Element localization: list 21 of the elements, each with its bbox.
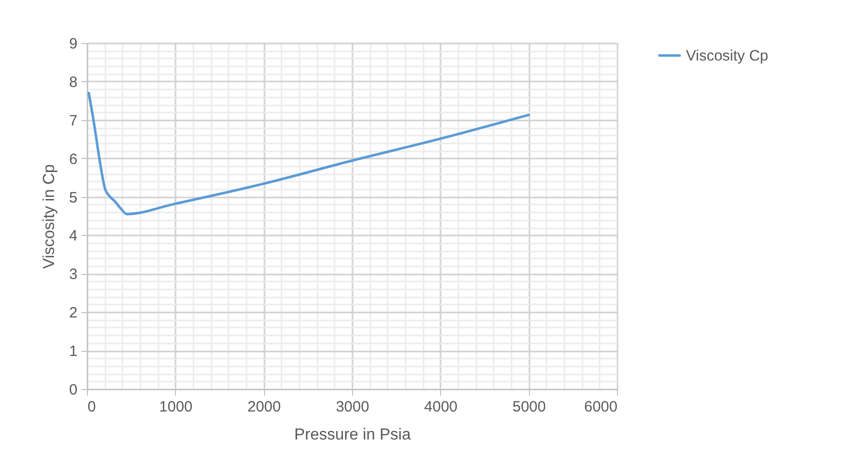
x-tick-label: 3000 xyxy=(336,398,370,416)
x-axis-title: Pressure in Psia xyxy=(294,426,411,444)
y-tick-label: 7 xyxy=(69,112,78,130)
y-tick-label: 0 xyxy=(69,382,78,398)
y-tick-label: 3 xyxy=(69,266,78,284)
y-tick-label: 8 xyxy=(69,74,78,91)
line-series xyxy=(88,92,530,216)
x-tick-label: 4000 xyxy=(424,398,458,416)
y-axis-title: Viscosity in Cp xyxy=(41,164,58,269)
y-tick-label: 9 xyxy=(69,36,78,52)
x-tick-label: 6000 xyxy=(584,398,618,416)
x-tick-label: 2000 xyxy=(247,398,281,416)
y-tick-label: 5 xyxy=(69,189,78,206)
y-tick-label: 1 xyxy=(69,343,78,360)
y-tick-label: 4 xyxy=(69,228,78,245)
x-tick-label: 0 xyxy=(88,398,96,416)
y-tick-label: 2 xyxy=(69,304,78,322)
x-tick-label: 1000 xyxy=(159,398,193,416)
legend-label: Viscosity Cp xyxy=(686,48,768,64)
y-tick-label: 6 xyxy=(69,150,78,168)
x-tick-label: 5000 xyxy=(512,398,546,416)
